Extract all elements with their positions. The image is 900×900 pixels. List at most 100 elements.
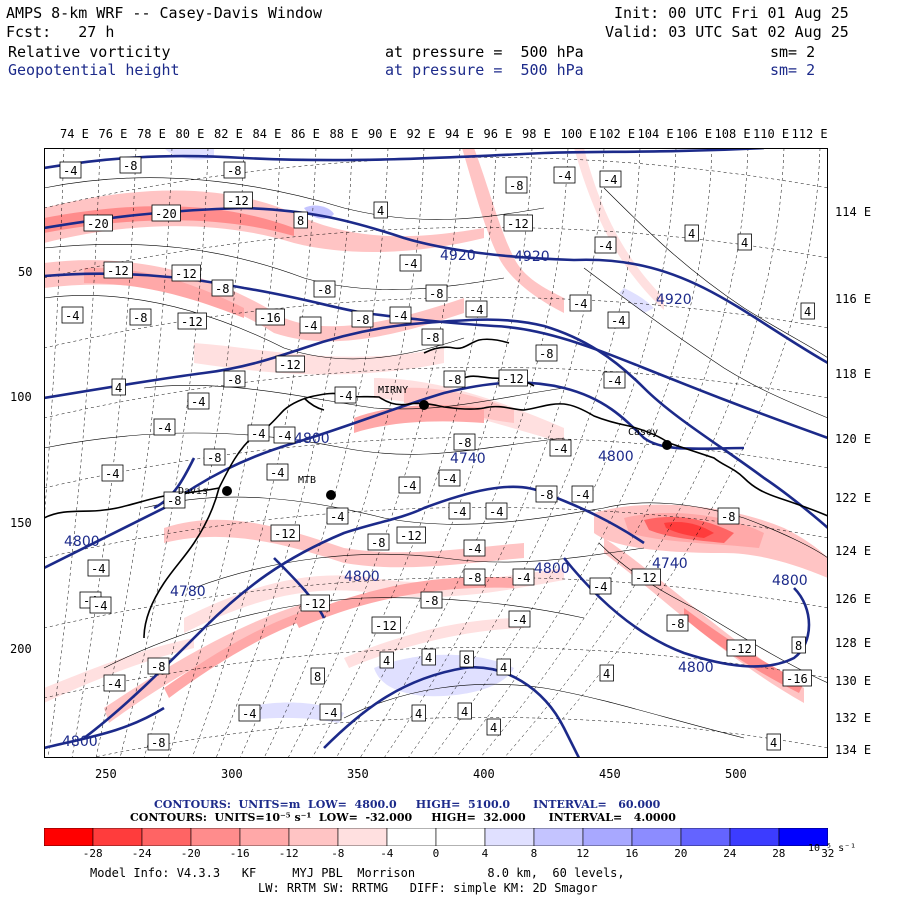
station-label: Davis bbox=[178, 486, 208, 497]
vorticity-label-text: -8 bbox=[355, 313, 369, 327]
vorticity-label-box bbox=[421, 328, 444, 346]
colorbar-label: 0 bbox=[432, 847, 440, 860]
vorticity-label-text: 8 bbox=[314, 670, 321, 684]
colorbar-swatch bbox=[239, 828, 290, 846]
vorticity-label: 4 bbox=[800, 302, 815, 320]
vorticity-label-text: 4 bbox=[377, 204, 384, 218]
vorticity-label-box bbox=[599, 170, 622, 188]
colorbar-swatch bbox=[337, 828, 388, 846]
vorticity-labels: -4 -8 -8 -12 -20 -20 8 4 -8 -4 -4 -12 -4 4 4 -12 -12 -8 -8… bbox=[59, 156, 815, 751]
vorticity-label-box bbox=[800, 302, 815, 320]
vorticity-label-box bbox=[571, 485, 594, 503]
y-tick-label: 50 bbox=[18, 265, 33, 279]
vorticity-label-text: -4 bbox=[338, 389, 352, 403]
colorbar-label: 16 bbox=[625, 847, 639, 860]
vorticity-label-box bbox=[791, 636, 806, 654]
meridian-line bbox=[335, 148, 533, 758]
vorticity-label-box bbox=[512, 568, 535, 586]
vorticity-label-box bbox=[684, 224, 699, 242]
top-longitude-label: 78 E bbox=[137, 127, 166, 141]
vorticity-label-box bbox=[599, 664, 614, 682]
vorticity-label-text: 4 bbox=[461, 705, 468, 719]
meridian-line bbox=[407, 148, 641, 758]
vorticity-label: -20 bbox=[83, 214, 113, 232]
height-label: 4800 bbox=[772, 573, 808, 589]
right-longitude-label: 130 E bbox=[835, 674, 872, 688]
vorticity-label: -8 bbox=[313, 280, 336, 298]
vorticity-label-text: -12 bbox=[375, 619, 397, 633]
vorticity-label-box bbox=[163, 491, 186, 509]
top-longitude-label: 84 E bbox=[252, 127, 282, 141]
x-tick-label: 300 bbox=[221, 767, 243, 781]
right-longitude-label: 114 E bbox=[835, 205, 872, 219]
vorticity-label: -8 bbox=[223, 370, 246, 388]
height-label: 4800 bbox=[678, 660, 714, 676]
vorticity-map: -4 -8 -8 -12 -20 -20 8 4 -8 -4 -4 -12 -4 4 4 -12 -12 -8 -8… bbox=[44, 148, 828, 758]
vorticity-label: -8 bbox=[163, 491, 186, 509]
vorticity-label-box bbox=[594, 236, 617, 254]
vorticity-label: -8 bbox=[535, 344, 558, 362]
vorticity-label: -8 bbox=[421, 328, 444, 346]
vorticity-label-box bbox=[87, 559, 110, 577]
vorticity-label-text: -4 bbox=[512, 613, 526, 627]
vorticity-label: -4 bbox=[599, 170, 622, 188]
height-labels: 4920 4920 4920 4800 4800 4800 4800 4800 4800 4800… bbox=[62, 248, 808, 750]
vorticity-label-box bbox=[589, 577, 612, 595]
vorticity-label-box bbox=[147, 657, 170, 675]
vorticity-label-text: -4 bbox=[467, 542, 481, 556]
vorticity-label-text: -12 bbox=[730, 642, 752, 656]
vorticity-label-box bbox=[203, 448, 226, 466]
vorticity-label-box bbox=[147, 733, 170, 751]
positive-vorticity-shading bbox=[164, 148, 654, 723]
colorbar-label: -28 bbox=[82, 847, 103, 860]
vorticity-label: -12 bbox=[300, 594, 330, 612]
vorticity-label: -4 bbox=[607, 311, 630, 329]
vorticity-label-text: -12 bbox=[274, 527, 296, 541]
vorticity-label: -8 bbox=[351, 310, 374, 328]
vorticity-label: -12 bbox=[631, 568, 661, 586]
vorticity-label: 8 bbox=[791, 636, 806, 654]
vorticity-label-box bbox=[379, 651, 394, 669]
colorbar-swatch bbox=[778, 828, 828, 846]
parallel-line bbox=[44, 507, 828, 559]
vorticity-contour-info: CONTOURS: UNITS=10⁻⁵ s⁻¹ LOW= -32.000 HI… bbox=[130, 811, 676, 824]
vorticity-label: -8 bbox=[119, 156, 142, 174]
vorticity-label-box bbox=[486, 718, 501, 736]
x-tick-label: 250 bbox=[95, 767, 117, 781]
vorticity-label-text: 4 bbox=[415, 707, 422, 721]
vorticity-label: -4 bbox=[59, 161, 82, 179]
vorticity-label-text: -8 bbox=[123, 159, 137, 173]
colorbar-label: -20 bbox=[180, 847, 201, 860]
vorticity-label-box bbox=[270, 524, 300, 542]
vorticity-label-text: -4 bbox=[593, 580, 607, 594]
vorticity-label-text: 4 bbox=[500, 661, 507, 675]
vorticity-label-box bbox=[299, 316, 322, 334]
vorticity-label-text: -4 bbox=[251, 427, 265, 441]
field2-level: at pressure = 500 hPa bbox=[385, 61, 584, 79]
top-longitude-label: 82 E bbox=[214, 127, 243, 141]
field1-smoothing: sm= 2 bbox=[770, 43, 816, 61]
vorticity-label-text: -4 bbox=[516, 571, 530, 585]
vorticity-label: -8 bbox=[367, 533, 390, 551]
meridian-line bbox=[503, 148, 785, 758]
vorticity-label: 4 bbox=[411, 704, 426, 722]
meridian-line bbox=[359, 148, 569, 758]
vorticity-label: -4 bbox=[389, 306, 412, 324]
height-label: 4780 bbox=[170, 584, 206, 600]
vorticity-label: -4 bbox=[266, 463, 289, 481]
vorticity-label-box bbox=[151, 204, 181, 222]
parallel-line bbox=[44, 577, 828, 629]
vorticity-label-box bbox=[313, 280, 336, 298]
vorticity-label-box bbox=[717, 507, 740, 525]
vorticity-label-box bbox=[89, 596, 112, 614]
vorticity-label: -4 bbox=[103, 674, 126, 692]
vorticity-label-box bbox=[171, 264, 201, 282]
vorticity-label: -8 bbox=[425, 284, 448, 302]
colorbar-label: 8 bbox=[530, 847, 538, 860]
vorticity-label: 4 bbox=[379, 651, 394, 669]
vorticity-label: -8 bbox=[203, 448, 226, 466]
vorticity-label-box bbox=[505, 176, 528, 194]
vorticity-label: -4 bbox=[87, 559, 110, 577]
station-label: MTB bbox=[298, 475, 316, 486]
vorticity-label-box bbox=[187, 392, 210, 410]
